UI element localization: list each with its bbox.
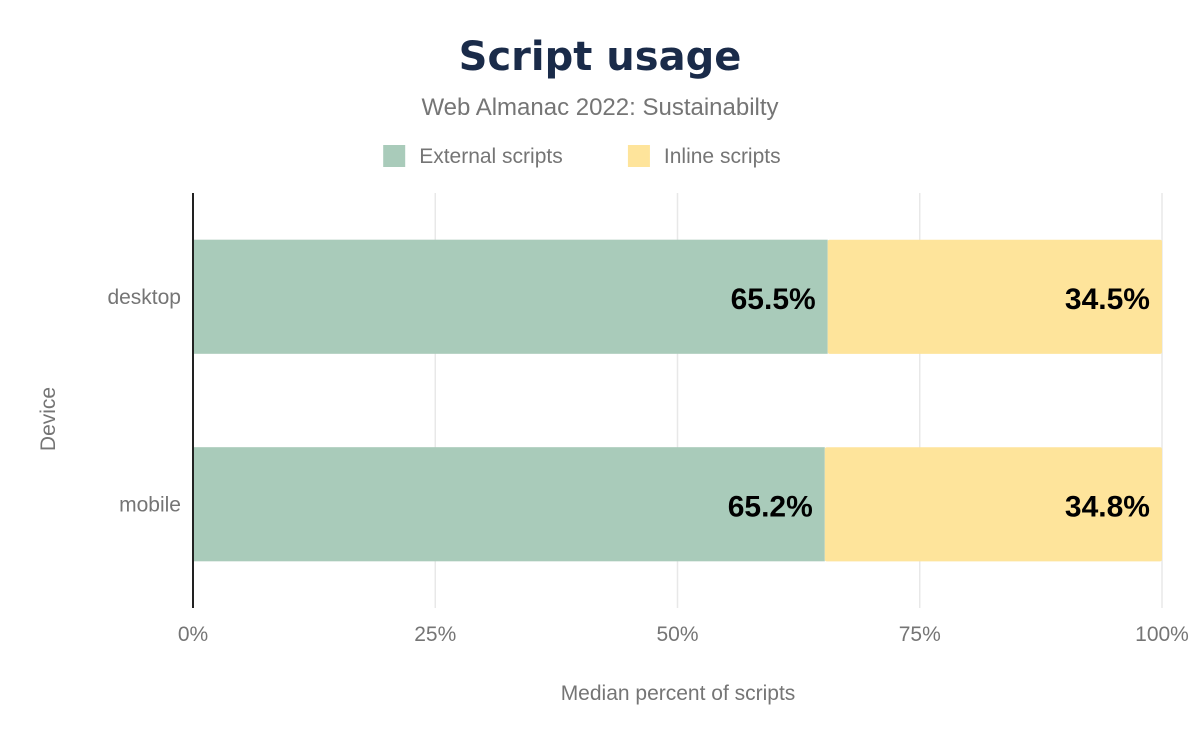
- y-tick-label: desktop: [107, 286, 181, 309]
- x-tick-label: 75%: [899, 623, 941, 646]
- chart-subtitle: Web Almanac 2022: Sustainabilty: [421, 94, 778, 121]
- x-tick-label: 100%: [1135, 623, 1189, 646]
- bar-desktop-1: [827, 239, 1162, 354]
- x-tick-label: 50%: [656, 623, 698, 646]
- bars: 65.5% 34.5% 65.2% 34.8%: [193, 239, 1162, 562]
- bar-desktop-0: [193, 239, 828, 354]
- legend: External scripts Inline scripts: [383, 145, 781, 168]
- legend-swatch: [383, 145, 406, 167]
- x-tick-label: 25%: [414, 623, 456, 646]
- x-axis-tick-labels: 0% 25% 50% 75% 100%: [178, 623, 1189, 646]
- data-label: 65.5%: [731, 283, 816, 316]
- legend-label: External scripts: [419, 145, 563, 168]
- legend-swatch: [627, 145, 650, 167]
- data-label: 34.8%: [1065, 490, 1150, 523]
- data-label: 34.5%: [1065, 283, 1150, 316]
- legend-label: Inline scripts: [664, 145, 781, 168]
- y-tick-label: mobile: [119, 493, 181, 516]
- bar-mobile-1: [824, 447, 1162, 562]
- y-axis-tick-labels: desktop mobile: [107, 286, 181, 517]
- chart-title: Script usage: [459, 34, 742, 80]
- bar-mobile-0: [193, 447, 825, 562]
- x-tick-label: 0%: [178, 623, 208, 646]
- y-axis-label: Device: [37, 387, 60, 451]
- data-label: 65.2%: [728, 490, 813, 523]
- x-axis-label: Median percent of scripts: [561, 682, 796, 705]
